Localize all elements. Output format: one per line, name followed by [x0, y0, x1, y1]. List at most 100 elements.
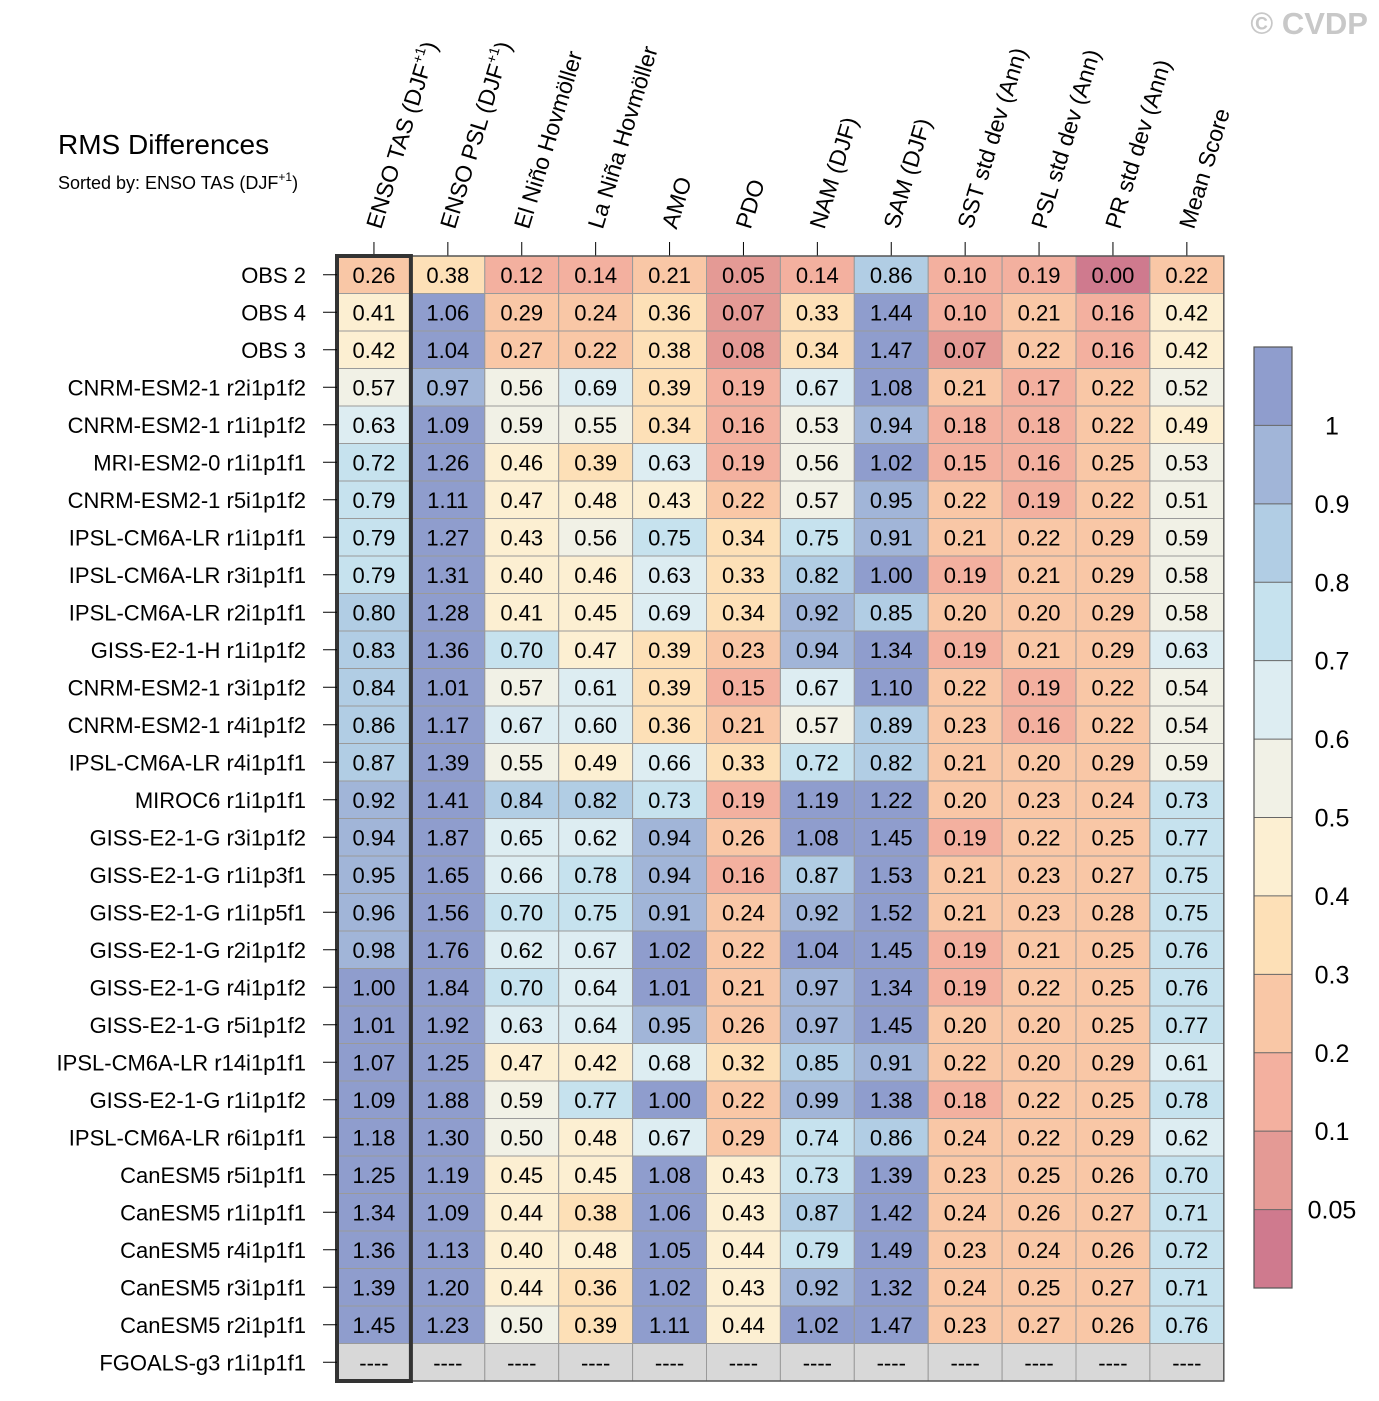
colorbar-tick-label: 0.1 [1315, 1118, 1350, 1146]
heatmap-cell [853, 1268, 929, 1307]
cell-value-label: 0.63 [353, 413, 396, 438]
cell-value-label: ---- [1098, 1350, 1127, 1375]
cell-value-label: ---- [581, 1350, 610, 1375]
column-label: PR std dev (Ann) [1100, 56, 1176, 231]
cell-value-label: 1.39 [353, 1275, 396, 1300]
colorbar-tick-label: 0.8 [1315, 569, 1350, 597]
cell-value-label: 1.76 [426, 938, 469, 963]
cell-value-label: 0.92 [353, 788, 396, 813]
cell-value-label: 0.21 [944, 750, 987, 775]
cell-value-label: 1.28 [426, 600, 469, 625]
heatmap-cell [1075, 630, 1151, 669]
cell-value-label: 0.43 [722, 1163, 765, 1188]
cell-value-label: 0.19 [1018, 675, 1061, 700]
heatmap-cell [853, 330, 929, 369]
heatmap-cell [1075, 968, 1151, 1007]
heatmap-cell [1149, 293, 1225, 332]
heatmap-cell [706, 705, 781, 744]
cell-value-label: 0.59 [500, 1088, 543, 1113]
cell-value-label: 1.30 [426, 1125, 469, 1150]
cell-value-label: 0.39 [574, 450, 617, 475]
colorbar-swatch [1254, 1209, 1292, 1288]
cell-value-label: 0.21 [722, 975, 765, 1000]
cell-value-label: 1.25 [426, 1050, 469, 1075]
cell-value-label: 0.22 [574, 338, 617, 363]
cell-value-label: 0.86 [353, 713, 396, 738]
cell-value-label: 0.75 [574, 900, 617, 925]
cell-value-label: 0.67 [648, 1125, 691, 1150]
heatmap-cell [1149, 1268, 1225, 1307]
cell-value-label: 0.26 [1092, 1238, 1135, 1263]
row-label: CNRM-ESM2-1 r2i1p1f2 [68, 375, 306, 400]
column-labels: ENSO TAS (DJF+1)ENSO PSL (DJF+1)El Niño … [359, 38, 1235, 256]
cell-value-label: 1.20 [426, 1275, 469, 1300]
cell-value-label: 0.21 [944, 375, 987, 400]
heatmap-cell [484, 1193, 560, 1232]
cell-value-label: 0.16 [722, 413, 765, 438]
colorbar-tick-label: 0.05 [1308, 1197, 1357, 1225]
heatmap-cell [558, 1230, 634, 1269]
colorbar-swatch [1254, 425, 1292, 504]
heatmap-cell [927, 780, 1003, 819]
cell-value-label: 0.75 [1165, 900, 1208, 925]
cell-value-label: 1.45 [870, 938, 913, 963]
heatmap-cell [1001, 555, 1077, 594]
cell-value-label: 0.45 [574, 1163, 617, 1188]
cell-value-label: 0.79 [353, 488, 396, 513]
heatmap-cell [484, 780, 560, 819]
heatmap-cell [853, 443, 929, 482]
heatmap-cell [632, 1080, 707, 1119]
cell-value-label: 0.23 [944, 1163, 987, 1188]
column-label: ENSO TAS (DJF+1) [359, 38, 443, 232]
heatmap-cell [1149, 743, 1225, 782]
cell-value-label: 0.19 [944, 938, 987, 963]
heatmap-cell [927, 893, 1003, 932]
heatmap-cell [558, 405, 634, 444]
heatmap-cell [410, 1155, 486, 1194]
heatmap-cell [1075, 1005, 1151, 1044]
cell-value-label: 0.56 [574, 525, 617, 550]
heatmap-cell [558, 518, 634, 557]
cell-value-label: 1.18 [353, 1125, 396, 1150]
heatmap-cell [558, 1343, 634, 1382]
cell-value-label: 0.40 [500, 1238, 543, 1263]
cell-value-label: 0.18 [1018, 413, 1061, 438]
cell-value-label: 0.85 [796, 1050, 839, 1075]
heatmap-cell [927, 1268, 1003, 1307]
heatmap-cell [484, 330, 560, 369]
row-label: IPSL-CM6A-LR r3i1p1f1 [69, 563, 306, 588]
heatmap-cell [706, 1193, 781, 1232]
cell-value-label: 1.45 [353, 1313, 396, 1338]
cell-value-label: 0.95 [353, 863, 396, 888]
cell-value-label: 0.32 [722, 1050, 765, 1075]
cell-value-label: 0.82 [574, 788, 617, 813]
cell-value-label: 0.15 [944, 450, 987, 475]
cell-value-label: 1.45 [870, 825, 913, 850]
cell-value-label: 0.34 [648, 413, 691, 438]
heatmap-cell [632, 893, 707, 932]
heatmap-cell [336, 1268, 412, 1307]
cell-value-label: 0.26 [353, 263, 396, 288]
cell-value-label: 0.45 [500, 1163, 543, 1188]
cell-value-label: 0.59 [1165, 750, 1208, 775]
heatmap-cell [779, 255, 855, 294]
heatmap-cell [706, 743, 781, 782]
cell-value-label: 0.34 [722, 600, 765, 625]
cell-value-label: 1.39 [870, 1163, 913, 1188]
cell-value-label: 0.99 [796, 1088, 839, 1113]
cell-value-label: 0.26 [1018, 1200, 1061, 1225]
cell-value-label: 1.38 [870, 1088, 913, 1113]
column-label: ENSO PSL (DJF+1) [433, 38, 517, 232]
cell-value-label: 0.12 [500, 263, 543, 288]
cell-value-label: 0.82 [870, 750, 913, 775]
cell-value-label: 0.29 [1092, 1125, 1135, 1150]
row-label: CanESM5 r4i1p1f1 [120, 1238, 306, 1263]
heatmap-cell [1149, 630, 1225, 669]
heatmap-cell [484, 893, 560, 932]
cell-value-label: 0.27 [1092, 1275, 1135, 1300]
heatmap-cell [1001, 818, 1077, 857]
column-label: PDO [730, 176, 769, 231]
heatmap-cell [1001, 405, 1077, 444]
cell-value-label: 0.19 [944, 563, 987, 588]
heatmap-cell [484, 593, 560, 632]
